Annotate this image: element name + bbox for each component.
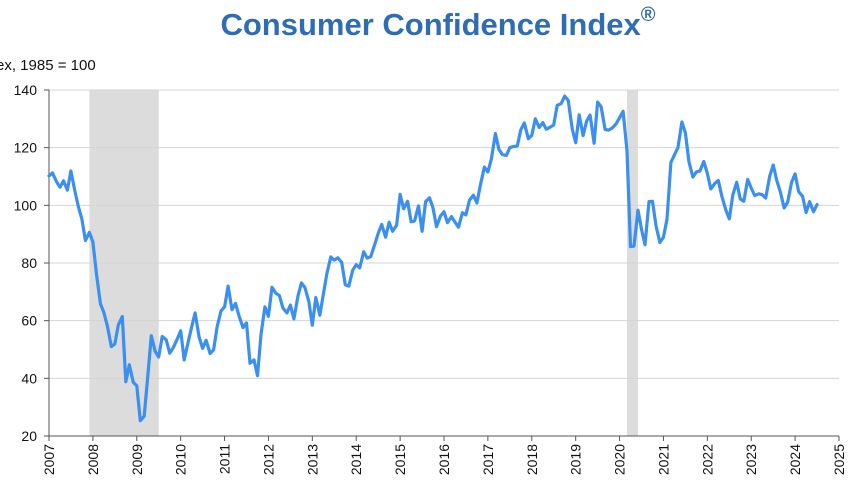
x-tick-label-2008: 2008 <box>85 444 101 475</box>
y-tick-label-60: 60 <box>21 313 37 329</box>
x-tick-label-2012: 2012 <box>260 444 276 475</box>
y-tick-label-80: 80 <box>21 255 37 271</box>
series-layer <box>47 94 819 423</box>
y-axis-label: ex, 1985 = 100 <box>0 57 96 74</box>
x-tick-label-2023: 2023 <box>743 444 759 475</box>
x-tick-label-2016: 2016 <box>436 444 452 475</box>
series-line-0 <box>47 94 819 423</box>
x-tick-label-2011: 2011 <box>217 444 233 474</box>
x-tick-label-2020: 2020 <box>612 444 628 475</box>
y-tick-label-100: 100 <box>14 197 38 213</box>
x-tick-label-2017: 2017 <box>480 444 496 475</box>
x-tick-label-2010: 2010 <box>173 444 189 475</box>
x-tick-label-2018: 2018 <box>524 444 540 475</box>
gridlines <box>49 89 839 379</box>
chart-title-text: Consumer Confidence Index <box>220 7 641 42</box>
x-tick-label-2025: 2025 <box>831 444 847 475</box>
x-tick-label-2019: 2019 <box>568 444 584 475</box>
y-tick-label-120: 120 <box>14 140 38 156</box>
y-tick-label-140: 140 <box>14 82 38 98</box>
tick-labels: 20 40 60 80 100 120 140 2007 2008 2009 2010 2011 201… <box>14 82 847 475</box>
x-tick-label-2009: 2009 <box>129 444 145 475</box>
y-tick-label-40: 40 <box>21 370 37 386</box>
x-tick-label-2007: 2007 <box>41 444 57 475</box>
x-tick-label-2021: 2021 <box>655 444 671 475</box>
x-tick-label-2015: 2015 <box>392 444 408 475</box>
registered-mark: ® <box>640 4 656 26</box>
x-tick-label-2013: 2013 <box>304 444 320 475</box>
x-tick-label-2024: 2024 <box>787 444 803 475</box>
x-tick-label-2022: 2022 <box>699 444 715 475</box>
chart-title: Consumer Confidence Index® <box>0 4 852 43</box>
x-tick-label-2014: 2014 <box>348 444 364 475</box>
axes <box>44 89 840 441</box>
y-tick-label-20: 20 <box>21 428 37 444</box>
